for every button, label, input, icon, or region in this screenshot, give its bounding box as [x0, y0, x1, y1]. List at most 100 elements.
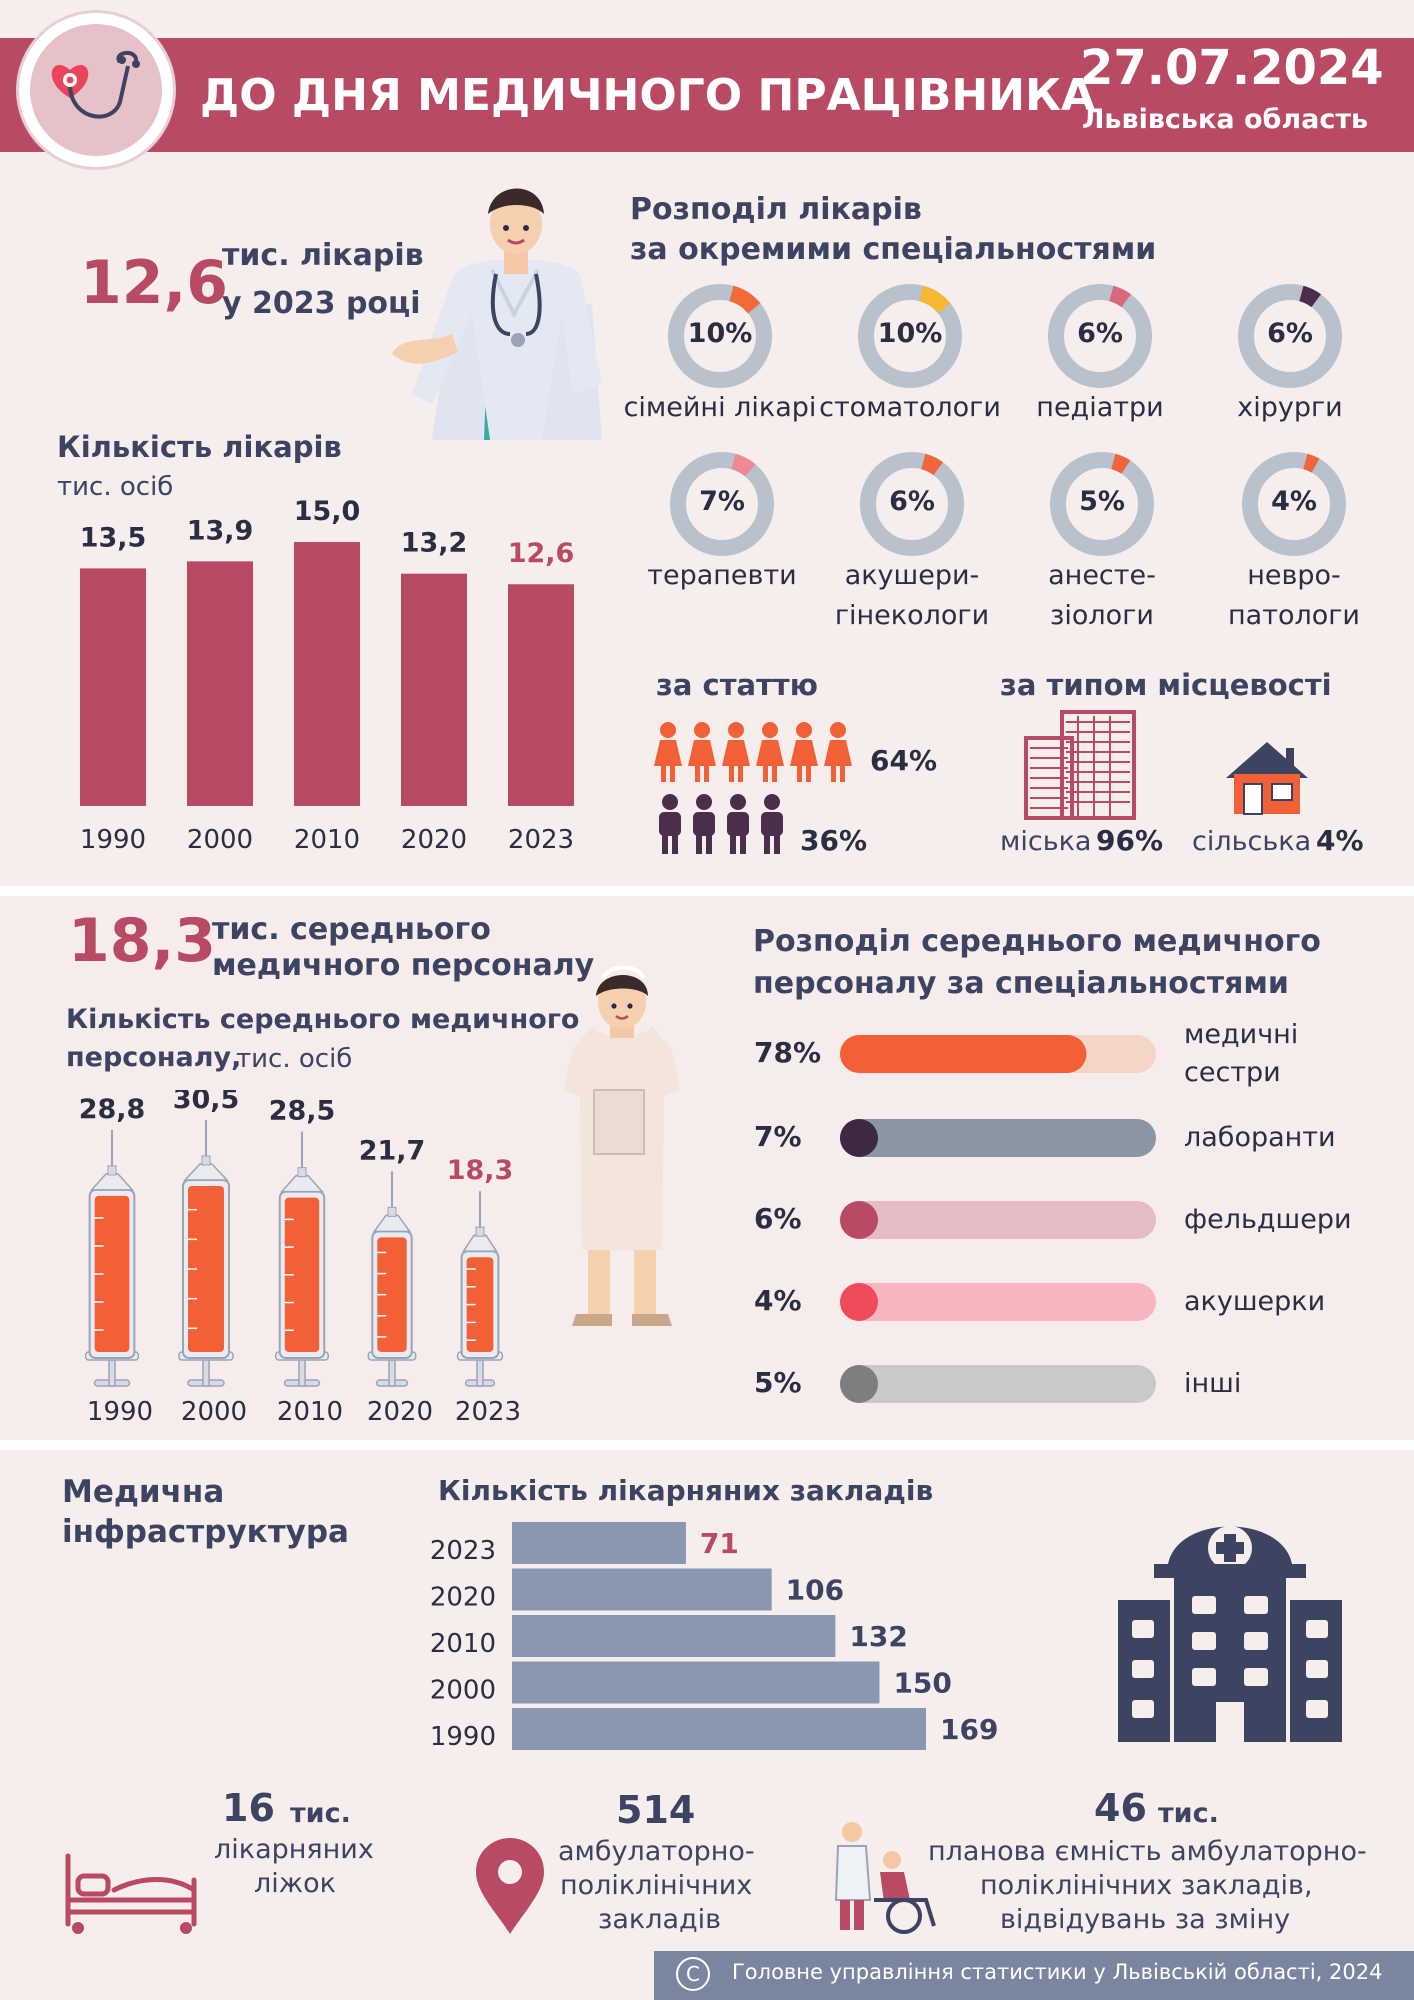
- specialty-pct-7: 4%: [1271, 486, 1317, 517]
- specialty-label-1: стоматологи: [800, 388, 1020, 428]
- page-title: ДО ДНЯ МЕДИЧНОГО ПРАЦІВНИКА: [200, 70, 1096, 121]
- hospitals-label-2020: 106: [786, 1574, 844, 1607]
- nurse-illustration: [564, 965, 680, 1326]
- infra-chart-title: Кількість лікарняних закладів: [438, 1474, 934, 1507]
- ambulatory-label-2: поліклінічних: [560, 1870, 753, 1901]
- hospital-bed-icon: [65, 1853, 197, 1934]
- urban-label: міська: [1000, 826, 1092, 857]
- nurse-spec-bar-2: [840, 1201, 1156, 1239]
- capacity-label-1: планова ємність амбулаторно-: [928, 1836, 1367, 1867]
- hospitals-bar-1990: [512, 1708, 926, 1750]
- ambulatory-value: 514: [616, 1788, 696, 1832]
- specialty-label-line-1: хірурги: [1237, 392, 1343, 423]
- nurse-spec-bar-3: [840, 1283, 1156, 1321]
- doctors-year-2023: 2023: [508, 825, 574, 855]
- nurses-chart-title-1: Кількість середнього медичного: [66, 1004, 580, 1035]
- doctors-spec-title-2: за окремими спеціальностями: [630, 232, 1157, 267]
- nurse-spec-bar-4: [840, 1365, 1156, 1403]
- specialty-label-2: педіатри: [990, 388, 1210, 428]
- specialty-ring-6: [1050, 452, 1154, 556]
- urban-pct: 96%: [1096, 824, 1164, 857]
- city-buildings-icon: [1024, 710, 1136, 820]
- specialty-label-line-1: стоматологи: [819, 392, 1001, 423]
- ambulatory-label-1: амбулаторно-: [558, 1836, 755, 1867]
- doctor-illustration: [392, 188, 602, 440]
- syringe-label-2000: 30,5: [173, 1090, 240, 1115]
- capacity-value: 46: [1094, 1786, 1147, 1830]
- syringe-year-2000: 2000: [181, 1397, 247, 1427]
- nurses-chart-title-2: персоналу,: [66, 1042, 242, 1073]
- nurse-spec-label-line-1: інші: [1184, 1368, 1242, 1399]
- specialty-ring-arc-3: [1238, 284, 1342, 388]
- syringe-1990: [84, 1129, 140, 1387]
- syringe-label-2010: 28,5: [269, 1096, 336, 1127]
- female-pct: 64%: [870, 744, 938, 777]
- hospitals-year-2000: 2000: [430, 1676, 496, 1706]
- specialty-label-5: акушери-гінекологи: [802, 556, 1022, 636]
- specialty-pct-4: 7%: [699, 486, 745, 517]
- doctors-bar-2000: [187, 561, 253, 806]
- rural-label: сільська: [1192, 826, 1312, 857]
- hospitals-label-2000: 150: [893, 1667, 951, 1700]
- doctors-chart-title: Кількість лікарів: [57, 430, 342, 464]
- doctors-bar-2023: [508, 584, 574, 806]
- specialty-ring-1: [858, 284, 962, 388]
- nurse-spec-pct-3: 4%: [754, 1284, 802, 1317]
- specialty-pct-0: 10%: [687, 318, 753, 349]
- doctors-total-label-2: у 2023 році: [222, 286, 421, 321]
- divider-1: [0, 886, 1414, 896]
- hospitals-year-2020: 2020: [430, 1583, 496, 1613]
- specialty-label-line-1: терапевти: [647, 560, 797, 591]
- nurse-spec-label-0: медичні сестри: [1184, 1016, 1298, 1092]
- specialty-label-line-1: анесте-: [1048, 560, 1156, 591]
- specialty-label-4: терапевти: [612, 556, 832, 596]
- specialty-ring-0: [668, 284, 772, 388]
- nurses-spec-title-1: Розподіл середнього медичного: [753, 924, 1321, 959]
- specialty-ring-arc-0: [668, 284, 772, 388]
- doctors-chart-unit: тис. осіб: [57, 472, 174, 502]
- hospitals-bar-2010: [512, 1615, 836, 1657]
- specialty-ring-arc-7: [1242, 452, 1346, 556]
- specialty-label-line-1: невро-: [1247, 560, 1341, 591]
- stethoscope-icon: [51, 51, 140, 119]
- doctors-bar-1990: [80, 568, 146, 806]
- syringe-2023: [456, 1191, 504, 1387]
- divider-2: [0, 1440, 1414, 1450]
- syringe-year-2020: 2020: [367, 1397, 433, 1427]
- beds-label-1: лікарняних: [214, 1834, 374, 1865]
- specialty-pct-5: 6%: [889, 486, 935, 517]
- doctors-total-label-1: тис. лікарів: [222, 238, 424, 273]
- syringe-fill-1990: [94, 1195, 130, 1352]
- nurses-total-value: 18,3: [68, 906, 217, 976]
- hospitals-label-1990: 169: [940, 1713, 998, 1746]
- doctors-bar-label-2020: 13,2: [401, 528, 468, 559]
- syringe-fill-2023: [466, 1257, 494, 1352]
- doctors-year-1990: 1990: [80, 825, 146, 855]
- nurses-specialty-bars: 78% медичні сестри 7% лаборанти 6% фельдшери 4%…: [754, 1016, 1352, 1403]
- nurse-spec-bar-1: [840, 1119, 1156, 1157]
- header-band: [0, 38, 1414, 152]
- specialty-pct-6: 5%: [1079, 486, 1125, 517]
- gender-title: за статтю: [656, 668, 818, 702]
- area-title: за типом місцевості: [1000, 668, 1332, 702]
- doctors-bar-label-2023: 12,6: [508, 538, 575, 569]
- specialty-ring-4: [670, 452, 774, 556]
- doctors-bar-2010: [294, 542, 360, 806]
- syringe-year-1990: 1990: [87, 1397, 153, 1427]
- beds-label-2: ліжок: [254, 1868, 336, 1899]
- specialty-label-line-1: педіатри: [1036, 392, 1164, 423]
- nurse-spec-fill-3: [840, 1283, 878, 1321]
- nurse-spec-fill-4: [840, 1365, 878, 1403]
- syringe-year-2023: 2023: [455, 1397, 521, 1427]
- specialty-label-7: невро-патологи: [1184, 556, 1404, 636]
- hospitals-label-2023: 71: [700, 1527, 739, 1560]
- nurses-chart-unit: тис. осіб: [236, 1044, 353, 1074]
- specialty-ring-arc-1: [858, 284, 962, 388]
- syringe-label-2023: 18,3: [447, 1155, 514, 1186]
- specialty-label-line-1: акушери-: [844, 560, 980, 591]
- nurse-section-bg: [0, 896, 1414, 1444]
- specialty-ring-3: [1238, 284, 1342, 388]
- syringe-fill-2000: [188, 1186, 224, 1352]
- logo-inner: [30, 24, 162, 156]
- capacity-label-3: відвідувань за зміну: [1000, 1904, 1291, 1935]
